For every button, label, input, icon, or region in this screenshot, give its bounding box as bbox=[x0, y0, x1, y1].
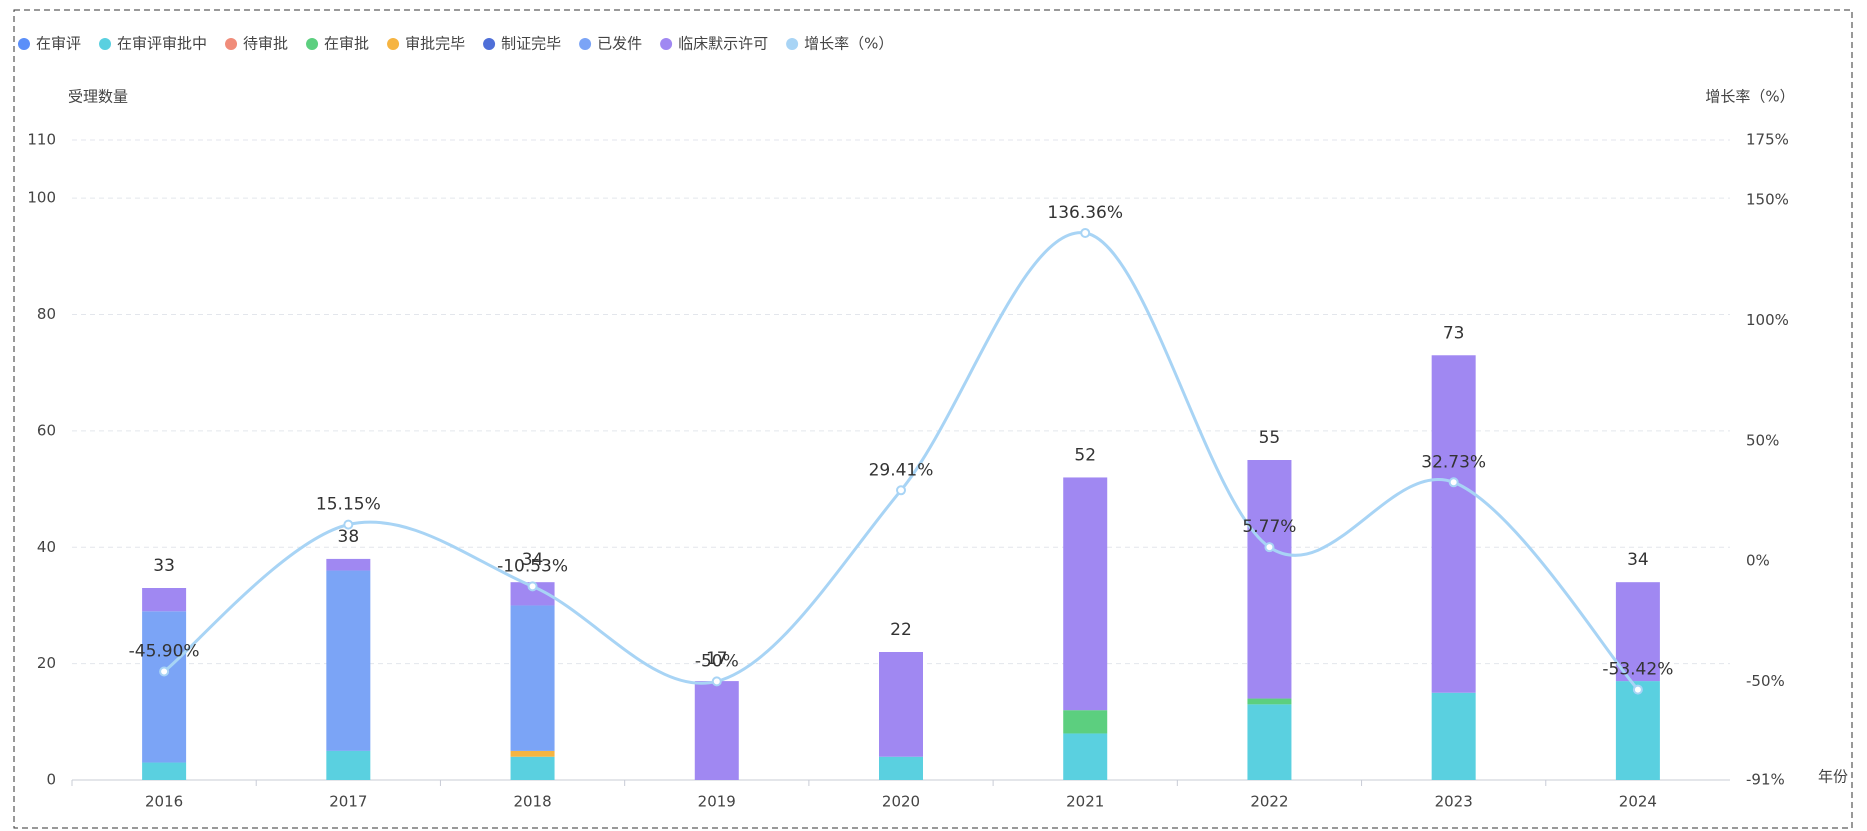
total-label: 73 bbox=[1443, 323, 1465, 343]
bar-segment bbox=[879, 756, 923, 780]
growth-label: 29.41% bbox=[869, 460, 934, 480]
y-tick-label: 20 bbox=[37, 654, 56, 672]
frame bbox=[13, 9, 1853, 829]
legend-dot bbox=[99, 38, 112, 50]
growth-point bbox=[1264, 542, 1275, 553]
legend-label: 在审评 bbox=[36, 35, 81, 53]
bar-segment bbox=[326, 558, 371, 571]
legend-dot bbox=[306, 38, 319, 50]
y-tick-label: 40 bbox=[37, 538, 56, 556]
legend-label: 在审评审批中 bbox=[117, 35, 207, 53]
growth-label: -50% bbox=[695, 651, 739, 671]
legend-dot bbox=[387, 38, 400, 50]
y-tick-label: 100 bbox=[27, 189, 56, 207]
y-tick-label: 80 bbox=[37, 305, 56, 323]
total-label: 55 bbox=[1259, 428, 1281, 448]
x-axis-label: 年份 bbox=[1818, 768, 1848, 786]
total-label: 52 bbox=[1074, 445, 1096, 465]
x-tick-label: 2023 bbox=[1435, 793, 1473, 811]
legend-dot bbox=[483, 38, 496, 50]
bar-segment bbox=[1063, 477, 1108, 711]
bar-segment bbox=[1247, 698, 1292, 705]
y2-tick-label: 100% bbox=[1746, 311, 1789, 329]
legend-label: 临床默示许可 bbox=[678, 35, 768, 53]
y2-tick-label: 175% bbox=[1746, 131, 1789, 149]
x-tick-label: 2024 bbox=[1619, 793, 1657, 811]
legend-dot bbox=[225, 38, 238, 50]
bar-segment bbox=[142, 588, 187, 612]
x-tick-label: 2017 bbox=[329, 793, 367, 811]
bar-segment bbox=[1247, 704, 1292, 780]
bar-segment bbox=[1431, 355, 1476, 693]
bar-segment bbox=[510, 582, 555, 606]
legend-label: 待审批 bbox=[243, 35, 288, 53]
growth-label: 136.36% bbox=[1047, 203, 1123, 223]
growth-label: -45.90% bbox=[129, 641, 200, 661]
growth-label: 15.15% bbox=[316, 495, 381, 515]
bar-segment bbox=[879, 652, 923, 757]
growth-point bbox=[896, 485, 906, 496]
bar-segment bbox=[1615, 681, 1660, 780]
growth-point bbox=[159, 666, 170, 677]
growth-point bbox=[527, 581, 538, 592]
legend-dot bbox=[660, 38, 673, 50]
total-label: 34 bbox=[1627, 550, 1649, 570]
total-label: 38 bbox=[338, 527, 360, 547]
growth-label: 5.77% bbox=[1242, 517, 1296, 537]
bar-segment bbox=[1063, 733, 1108, 780]
bar-segment bbox=[510, 756, 555, 780]
growth-point bbox=[343, 519, 354, 530]
x-tick-label: 2021 bbox=[1066, 793, 1104, 811]
total-label: 33 bbox=[153, 556, 175, 576]
growth-label: -10.53% bbox=[497, 556, 568, 576]
legend-label: 增长率（%） bbox=[804, 35, 893, 53]
growth-point bbox=[1632, 684, 1643, 695]
legend-label: 制证完毕 bbox=[501, 35, 561, 53]
x-tick-label: 2019 bbox=[698, 793, 736, 811]
bar-segment bbox=[1247, 460, 1292, 699]
growth-label: -53.42% bbox=[1602, 660, 1673, 680]
bar-segment bbox=[1615, 582, 1660, 682]
total-label: 22 bbox=[890, 620, 912, 640]
legend-dot bbox=[18, 38, 30, 50]
growth-line bbox=[163, 231, 1640, 691]
x-tick-label: 2022 bbox=[1250, 793, 1288, 811]
y-tick-label: 0 bbox=[46, 771, 56, 789]
growth-point bbox=[1448, 477, 1459, 488]
bar-segment bbox=[1063, 710, 1108, 734]
bar-segment bbox=[142, 611, 187, 763]
x-tick-label: 2020 bbox=[882, 793, 920, 811]
y2-tick-label: 150% bbox=[1746, 191, 1789, 209]
y2-axis-label: 增长率（%） bbox=[1705, 88, 1794, 106]
bar-segment bbox=[694, 681, 739, 780]
bar-segment bbox=[510, 605, 555, 751]
y-axis-label: 受理数量 bbox=[68, 88, 128, 106]
legend-label: 已发件 bbox=[597, 35, 642, 53]
bar-segment bbox=[142, 762, 187, 780]
bar-segment bbox=[1431, 692, 1476, 780]
bar-segment bbox=[326, 750, 371, 780]
growth-point bbox=[711, 676, 722, 687]
legend-dot bbox=[786, 38, 799, 50]
y2-tick-label: -50% bbox=[1746, 672, 1785, 690]
total-label: 17 bbox=[706, 649, 728, 669]
y-tick-label: 110 bbox=[27, 131, 56, 149]
x-tick-label: 2016 bbox=[145, 793, 183, 811]
total-label: 34 bbox=[522, 550, 544, 570]
y2-tick-label: 0% bbox=[1746, 552, 1770, 570]
legend-dot bbox=[579, 38, 592, 50]
growth-label: 32.73% bbox=[1421, 452, 1486, 472]
bar-segment bbox=[326, 570, 371, 751]
legend-label: 在审批 bbox=[324, 35, 369, 53]
legend-label: 审批完毕 bbox=[405, 35, 465, 53]
y2-tick-label: 50% bbox=[1746, 431, 1779, 449]
growth-point bbox=[1080, 227, 1091, 238]
y-tick-label: 60 bbox=[37, 421, 56, 439]
y2-tick-label: -91% bbox=[1746, 771, 1785, 789]
x-tick-label: 2018 bbox=[513, 793, 551, 811]
bar-segment bbox=[510, 750, 555, 757]
